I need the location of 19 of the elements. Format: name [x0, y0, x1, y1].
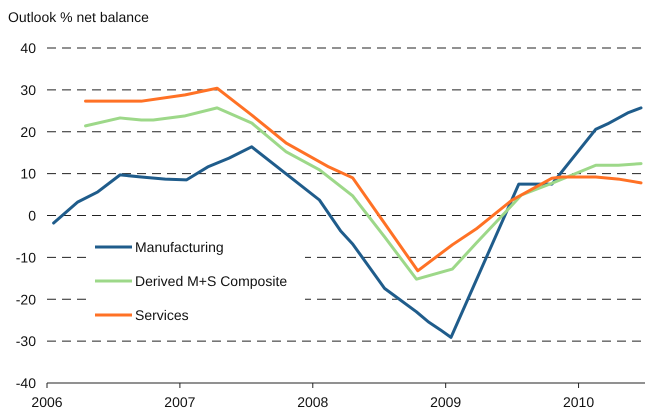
- x-tick-label: 2007: [164, 394, 196, 410]
- x-tick-label: 2010: [562, 394, 594, 410]
- legend-label: Derived M+S Composite: [135, 273, 288, 289]
- y-tick-label: 30: [20, 82, 36, 98]
- y-tick-label: 20: [20, 124, 36, 140]
- y-tick-label: -20: [16, 291, 36, 308]
- line-series: [52, 106, 643, 339]
- y-tick-label: 40: [20, 40, 36, 56]
- x-tick-label: 2009: [430, 394, 462, 410]
- legend-label: Manufacturing: [135, 239, 224, 255]
- y-tick-label: -10: [16, 249, 36, 266]
- y-axis-title: Outlook % net balance: [8, 9, 150, 25]
- y-tick-label: -30: [16, 333, 36, 350]
- y-tick-label: 0: [28, 208, 36, 224]
- y-tick-label: -40: [16, 375, 36, 391]
- y-tick-label: 10: [20, 166, 36, 182]
- legend-label: Services: [135, 307, 189, 323]
- x-tick-label: 2008: [297, 394, 329, 410]
- x-tick-label: 2006: [31, 394, 63, 410]
